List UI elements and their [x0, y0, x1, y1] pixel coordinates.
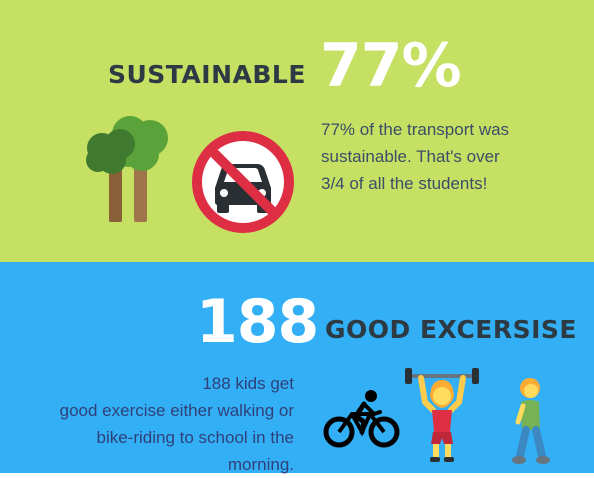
sustainable-description-line: sustainable. That's over [321, 147, 500, 166]
exercise-section [0, 262, 594, 473]
sustainable-description: 77% of the transport was sustainable. Th… [321, 116, 509, 197]
exercise-description-line: morning. [227, 455, 294, 474]
walking-person-icon [512, 378, 550, 464]
sustainable-description-line: 77% of the transport was [321, 120, 510, 139]
sustainable-heading: SUSTAINABLE [108, 60, 306, 89]
exercise-description: 188 kids get good exercise either walkin… [60, 370, 294, 478]
no-car-icon [192, 131, 294, 233]
trees-icon [86, 116, 168, 222]
weightlifter-icon [405, 368, 479, 462]
sustainable-section [0, 0, 594, 262]
bicycle-icon [323, 390, 400, 448]
exercise-heading: GOOD EXCERSISE [325, 315, 578, 344]
sustainable-description-line: 3/4 of all the students! [321, 174, 488, 193]
exercise-description-line: bike-riding to school in the [96, 428, 294, 447]
exercise-description-line: 188 kids get [202, 374, 294, 393]
exercise-description-line: good exercise either walking or [59, 401, 294, 420]
exercise-count: 188 [196, 287, 319, 357]
sustainable-percent: 77% [320, 31, 462, 101]
